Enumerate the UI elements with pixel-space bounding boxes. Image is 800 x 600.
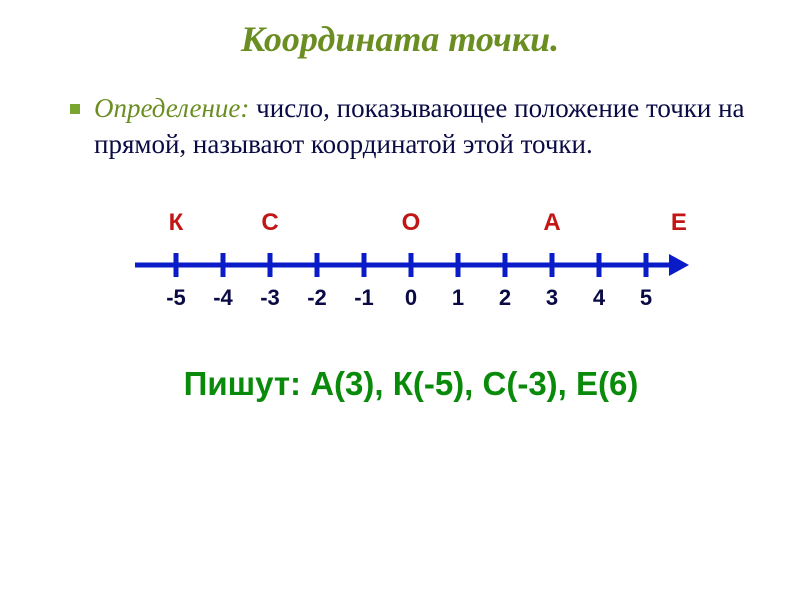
numberline: -5 -4 -3 -2 -1 0 1 2 3 4 5 К С О А Е — [131, 209, 691, 319]
definition-block: Определение: число, показывающее положен… — [70, 90, 752, 163]
point-label: К — [169, 209, 184, 237]
tick-label: -2 — [307, 285, 327, 311]
axis-arrow — [669, 254, 689, 276]
page-title: Координата точки. — [0, 0, 800, 60]
tick-label: 1 — [452, 285, 464, 311]
tick-label: -1 — [354, 285, 374, 311]
content-area: Определение: число, показывающее положен… — [0, 60, 800, 403]
point-label: Е — [671, 209, 687, 237]
notation-items: А(3), К(-5), С(-3), Е(6) — [310, 365, 638, 402]
tick-label: -5 — [166, 285, 186, 311]
notation-prefix: Пишут: — [184, 365, 311, 402]
point-label: А — [543, 209, 560, 237]
tick-label: 0 — [405, 285, 417, 311]
tick-label: 3 — [546, 285, 558, 311]
tick-label: -3 — [260, 285, 280, 311]
tick-label: -4 — [213, 285, 233, 311]
tick-label: 2 — [499, 285, 511, 311]
point-label: О — [402, 209, 421, 237]
point-label: С — [261, 209, 278, 237]
definition-text: Определение: число, показывающее положен… — [94, 90, 752, 163]
definition-label: Определение: — [94, 93, 249, 123]
bullet-square — [70, 104, 80, 114]
numberline-wrap: -5 -4 -3 -2 -1 0 1 2 3 4 5 К С О А Е — [70, 163, 752, 319]
tick-label: 4 — [593, 285, 605, 311]
notation-line: Пишут: А(3), К(-5), С(-3), Е(6) — [70, 319, 752, 403]
tick-label: 5 — [640, 285, 652, 311]
